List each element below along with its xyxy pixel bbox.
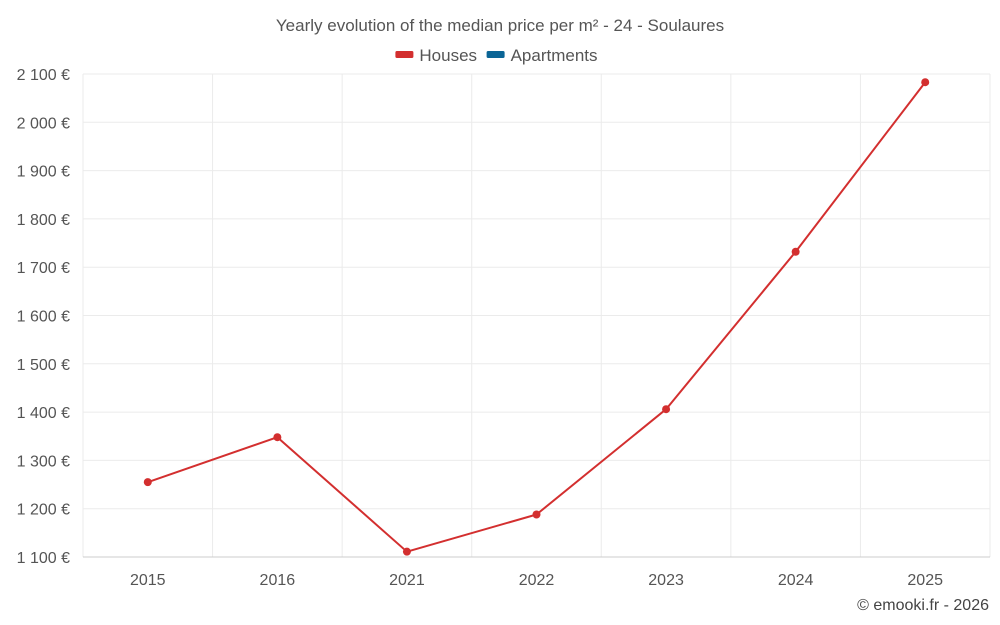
legend-label: Apartments (511, 46, 598, 65)
legend-swatch (395, 51, 414, 58)
x-tick-label: 2024 (778, 572, 814, 589)
x-axis-ticks: 2015 2016 2021 2022 2023 2024 2025 (130, 572, 943, 589)
data-point[interactable] (791, 247, 800, 256)
y-tick-label: 1 600 € (17, 309, 70, 326)
y-gridlines (83, 73, 990, 510)
data-point[interactable] (273, 433, 282, 442)
y-tick-label: 1 500 € (17, 357, 70, 374)
x-tick-label: 2023 (648, 572, 684, 589)
y-tick-label: 1 100 € (17, 550, 70, 567)
y-tick-label: 1 700 € (17, 260, 70, 277)
series-layer (143, 78, 930, 556)
data-point[interactable] (532, 510, 541, 519)
y-tick-label: 2 100 € (17, 67, 70, 84)
legend: Houses Apartments (395, 46, 598, 65)
y-tick-label: 1 800 € (17, 212, 70, 229)
x-tick-label: 2021 (389, 572, 425, 589)
legend-swatch (486, 51, 505, 58)
x-tick-label: 2016 (260, 572, 296, 589)
x-tick-label: 2025 (907, 572, 943, 589)
y-tick-label: 1 900 € (17, 164, 70, 181)
series-houses (143, 78, 930, 556)
x-tick-label: 2015 (130, 572, 166, 589)
legend-label: Houses (419, 46, 477, 65)
credit-text: © emooki.fr - 2026 (857, 597, 989, 614)
data-point[interactable] (143, 478, 152, 487)
legend-item-houses[interactable]: Houses (395, 46, 477, 65)
y-tick-label: 1 300 € (17, 453, 70, 470)
x-tick-label: 2022 (519, 572, 555, 589)
y-tick-label: 1 400 € (17, 405, 70, 422)
y-tick-label: 1 200 € (17, 502, 70, 519)
series-line (147, 81, 927, 553)
data-point[interactable] (402, 547, 411, 556)
chart-title: Yearly evolution of the median price per… (276, 16, 724, 35)
data-point[interactable] (921, 78, 930, 87)
data-point[interactable] (662, 405, 671, 414)
y-tick-label: 2 000 € (17, 115, 70, 132)
y-axis-ticks: 1 100 € 1 200 € 1 300 € 1 400 € 1 500 € 1 600… (17, 67, 70, 567)
legend-item-apartments[interactable]: Apartments (486, 46, 598, 65)
